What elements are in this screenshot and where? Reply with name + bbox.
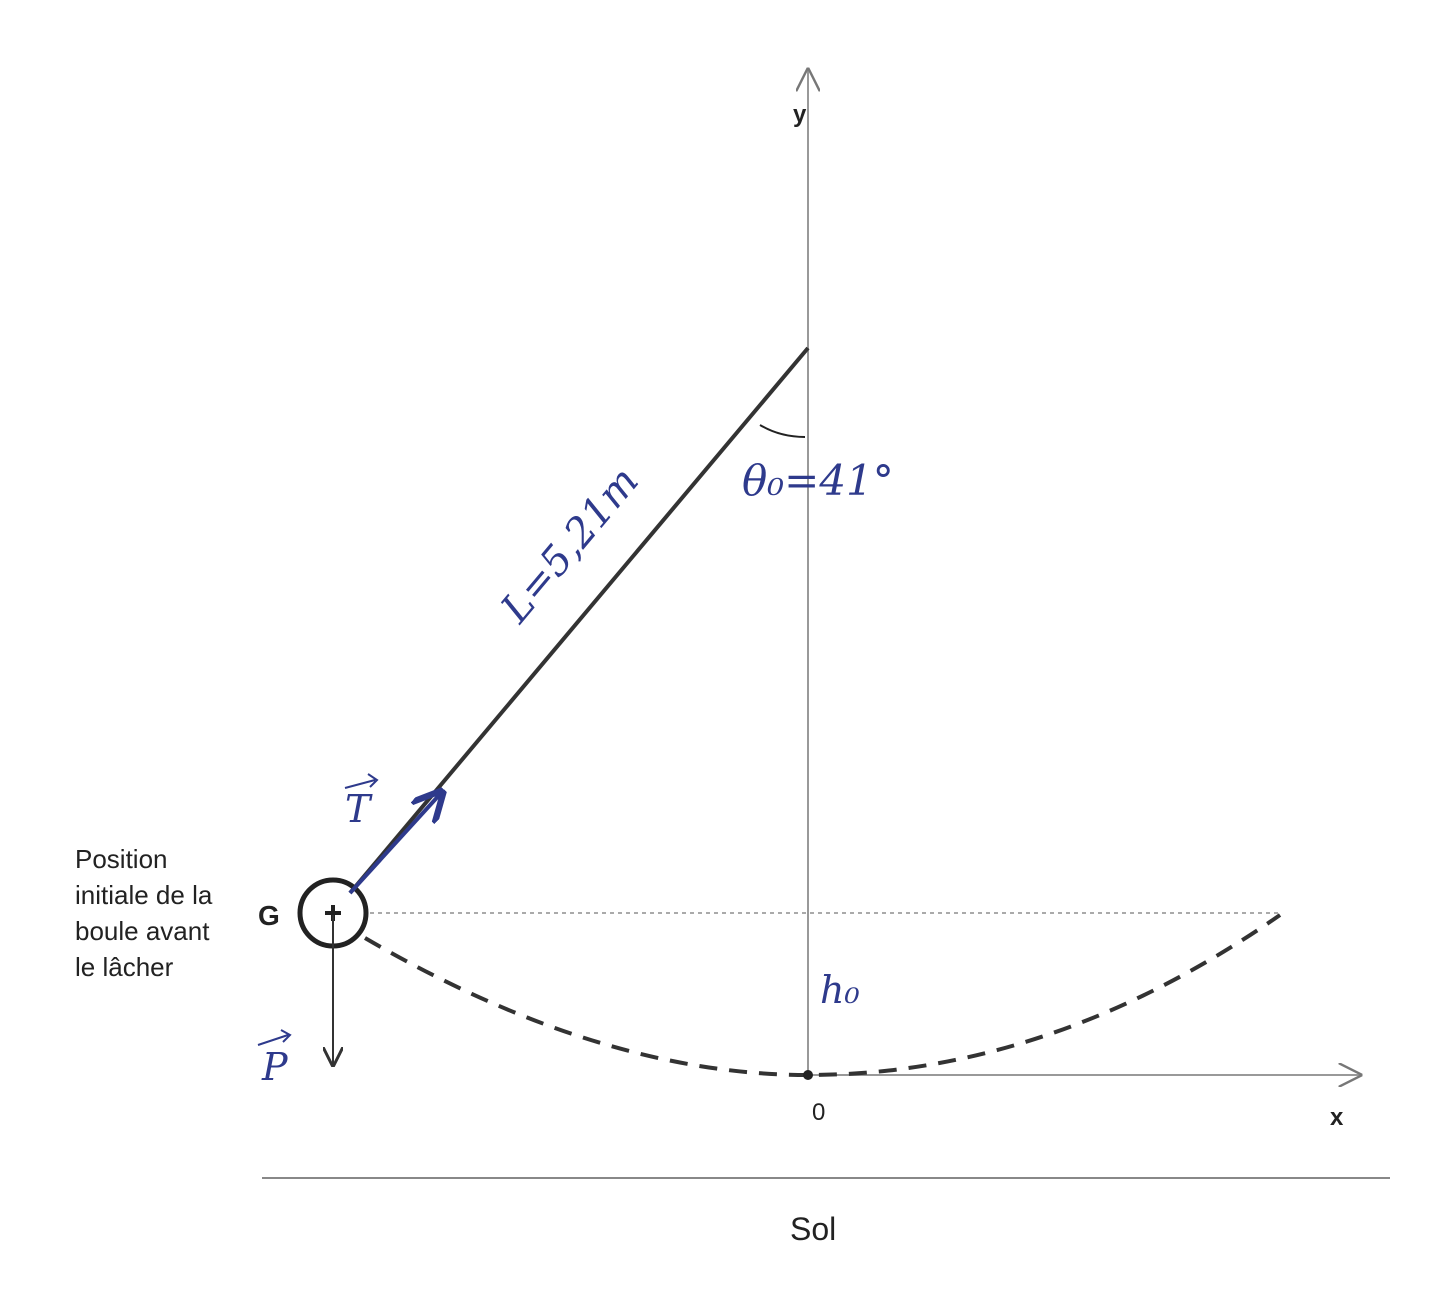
angle-arc [759, 424, 806, 438]
string [348, 346, 810, 895]
height-label: h₀ [820, 968, 860, 1012]
y-label: y [793, 101, 807, 128]
ball-description: initiale de la [75, 880, 213, 910]
tension-arrow-sign [344, 773, 379, 789]
trajectory [363, 913, 1282, 1078]
ball-label: G [258, 900, 280, 931]
x-label: x [1330, 1104, 1344, 1131]
length-label: L=5,21m [492, 459, 648, 633]
ball-description: le lâcher [75, 952, 174, 982]
tension-vector [348, 792, 442, 895]
ground-label: Sol [790, 1211, 836, 1247]
origin-point [803, 1070, 813, 1080]
angle-label: θ₀=41° [742, 456, 894, 505]
ball-description: Position [75, 844, 168, 874]
ball-description: boule avant [75, 916, 210, 946]
weight-label: P [261, 1045, 289, 1089]
tension-label: T [345, 787, 373, 831]
weight-arrow-sign [257, 1029, 292, 1046]
origin-label: 0 [812, 1099, 825, 1126]
